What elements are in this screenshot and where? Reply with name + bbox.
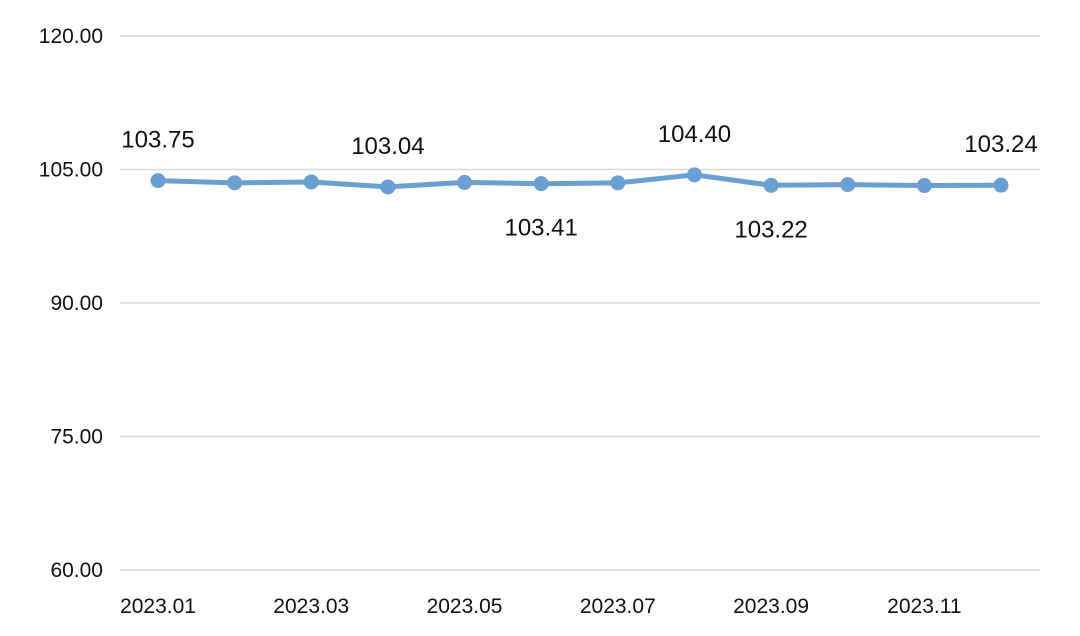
- data-label: 103.04: [351, 133, 424, 160]
- y-tick-label: 105.00: [39, 159, 103, 182]
- data-point: [610, 175, 626, 191]
- series-group: [150, 167, 1009, 195]
- x-tick-label: 2023.07: [580, 595, 656, 618]
- data-point: [303, 174, 319, 190]
- data-labels: 103.75 103.04 103.41 104.40 103.22 103.24: [121, 121, 1037, 244]
- data-point: [763, 177, 779, 193]
- series-line: [155, 172, 1004, 190]
- data-point: [227, 175, 243, 191]
- x-tick-label: 2023.09: [733, 595, 809, 618]
- x-tick-label: 2023.03: [273, 595, 349, 618]
- data-label: 103.41: [504, 215, 577, 242]
- x-axis-tick-labels: 2023.01 2023.03 2023.05 2023.07 2023.09 2023.…: [120, 595, 962, 618]
- data-label: 103.24: [964, 131, 1037, 158]
- data-point: [993, 177, 1009, 193]
- data-point: [916, 178, 932, 194]
- data-point: [840, 177, 856, 193]
- data-label: 104.40: [658, 121, 731, 148]
- y-tick-label: 60.00: [50, 559, 103, 582]
- data-point: [533, 176, 549, 192]
- data-point: [686, 167, 702, 183]
- y-axis-tick-labels: 60.00 75.00 90.00 105.00 120.00: [39, 25, 103, 582]
- x-tick-label: 2023.05: [427, 595, 503, 618]
- data-point: [150, 173, 166, 189]
- data-label: 103.75: [121, 127, 194, 154]
- data-point: [380, 179, 396, 195]
- data-point: [457, 174, 473, 190]
- y-tick-label: 120.00: [39, 25, 103, 48]
- y-tick-label: 75.00: [50, 426, 103, 449]
- gridlines: [120, 35, 1040, 571]
- y-tick-label: 90.00: [50, 292, 103, 315]
- data-label: 103.22: [734, 216, 807, 243]
- x-tick-label: 2023.01: [120, 595, 196, 618]
- x-tick-label: 2023.11: [887, 595, 961, 618]
